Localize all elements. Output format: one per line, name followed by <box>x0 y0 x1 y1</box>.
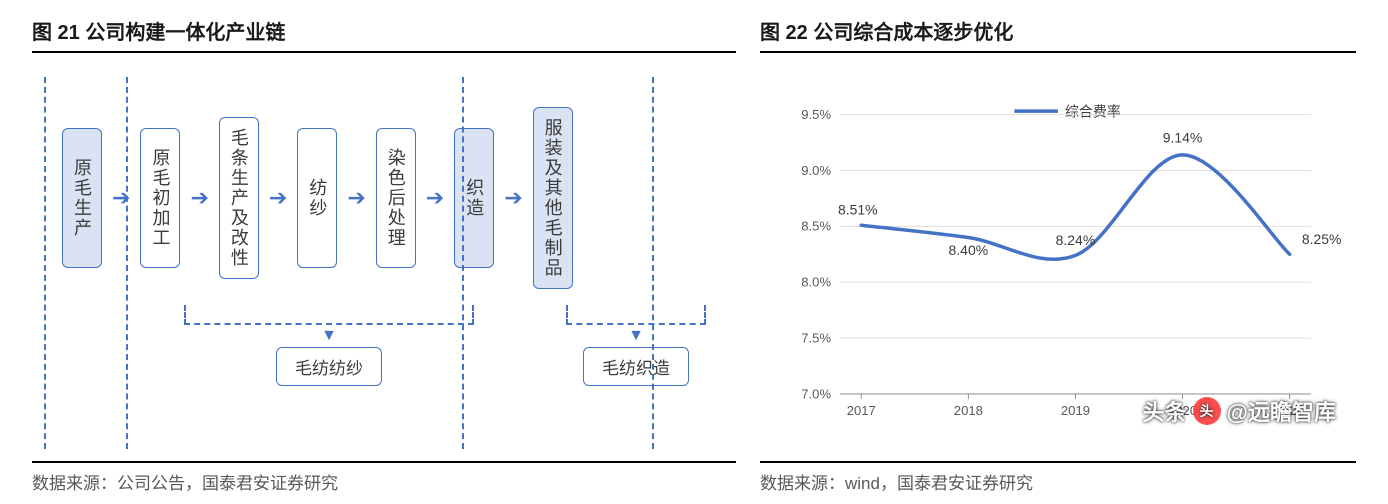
dash-divider-1 <box>44 77 46 449</box>
flow-box-4: 染色后处理 <box>376 128 416 268</box>
flow-box-3: 纺纱 <box>297 128 337 268</box>
flow-row: 原毛生产 ➔ 原毛初加工 ➔ 毛条生产及改性 ➔ 纺纱 ➔ 染色后处理 ➔ 织造… <box>42 97 726 299</box>
flow-box-1: 原毛初加工 <box>140 128 180 268</box>
group-label-0: 毛纺纺纱 <box>276 347 382 386</box>
dash-divider-2 <box>126 77 128 449</box>
svg-text:7.5%: 7.5% <box>801 330 831 345</box>
figure-21-panel: 图 21 公司构建一体化产业链 原毛生产 ➔ 原毛初加工 ➔ 毛条生产及改性 ➔… <box>20 10 748 494</box>
figure-22-source: 数据来源：wind，国泰君安证券研究 <box>760 461 1356 494</box>
arrow-icon: ➔ <box>190 187 208 209</box>
group-label-1: 毛纺织造 <box>583 347 689 386</box>
svg-text:2019: 2019 <box>1061 403 1090 418</box>
y-axis: 7.0% 7.5% 8.0% 8.5% 9.0% 9.5% <box>801 107 1311 401</box>
watermark-prefix: 头条 <box>1143 395 1187 427</box>
svg-text:9.14%: 9.14% <box>1163 130 1203 146</box>
group-labels: 毛纺纺纱 毛纺织造 <box>42 347 726 386</box>
svg-text:9.5%: 9.5% <box>801 107 831 122</box>
svg-text:9.0%: 9.0% <box>801 163 831 178</box>
flowchart: 原毛生产 ➔ 原毛初加工 ➔ 毛条生产及改性 ➔ 纺纱 ➔ 染色后处理 ➔ 织造… <box>32 77 736 449</box>
flow-box-6: 服装及其他毛制品 <box>533 107 573 289</box>
watermark: 头条 头 @远瞻智库 <box>1143 395 1336 427</box>
line-chart: 综合费率 7.0% 7.5% 8.0% 8.5% 9.0% 9.5% 2017 2018 20… <box>760 77 1356 449</box>
dash-divider-3 <box>462 77 464 449</box>
point-labels: 8.51% 8.40% 8.24% 9.14% 8.25% <box>838 130 1342 258</box>
figure-21-body: 原毛生产 ➔ 原毛初加工 ➔ 毛条生产及改性 ➔ 纺纱 ➔ 染色后处理 ➔ 织造… <box>32 53 736 461</box>
figure-22-panel: 图 22 公司综合成本逐步优化 综合费率 7.0% 7.5% 8.0% 8.5% 9.0… <box>748 10 1368 494</box>
svg-text:8.24%: 8.24% <box>1056 232 1096 248</box>
svg-text:2017: 2017 <box>847 403 876 418</box>
arrow-icon: ➔ <box>504 187 522 209</box>
group-bracket-1: ▼ <box>566 305 706 345</box>
flow-box-0: 原毛生产 <box>62 128 102 268</box>
arrow-icon: ➔ <box>269 187 287 209</box>
group-brackets: ▼ ▼ <box>42 305 726 345</box>
figure-22-title: 图 22 公司综合成本逐步优化 <box>760 10 1356 53</box>
chart-svg: 综合费率 7.0% 7.5% 8.0% 8.5% 9.0% 9.5% 2017 2018 20… <box>770 81 1346 445</box>
down-arrow-icon: ▼ <box>321 327 337 345</box>
figure-22-body: 综合费率 7.0% 7.5% 8.0% 8.5% 9.0% 9.5% 2017 2018 20… <box>760 53 1356 461</box>
flow-box-2: 毛条生产及改性 <box>219 117 259 279</box>
svg-text:2018: 2018 <box>954 403 983 418</box>
svg-text:8.5%: 8.5% <box>801 219 831 234</box>
group-bracket-0: ▼ <box>184 305 474 345</box>
flow-box-5: 织造 <box>454 128 494 268</box>
figure-21-source: 数据来源：公司公告，国泰君安证券研究 <box>32 461 736 494</box>
watermark-icon: 头 <box>1193 397 1221 425</box>
svg-text:8.51%: 8.51% <box>838 202 878 218</box>
down-arrow-icon: ▼ <box>628 327 644 345</box>
svg-text:8.0%: 8.0% <box>801 275 831 290</box>
arrow-icon: ➔ <box>347 187 365 209</box>
svg-text:8.40%: 8.40% <box>949 242 989 258</box>
dash-divider-4 <box>652 77 654 449</box>
arrow-icon: ➔ <box>426 187 444 209</box>
svg-text:7.0%: 7.0% <box>801 386 831 401</box>
figure-21-title: 图 21 公司构建一体化产业链 <box>32 10 736 53</box>
watermark-handle: @远瞻智库 <box>1227 395 1336 427</box>
svg-text:8.25%: 8.25% <box>1302 231 1342 247</box>
legend-label: 综合费率 <box>1065 103 1121 119</box>
